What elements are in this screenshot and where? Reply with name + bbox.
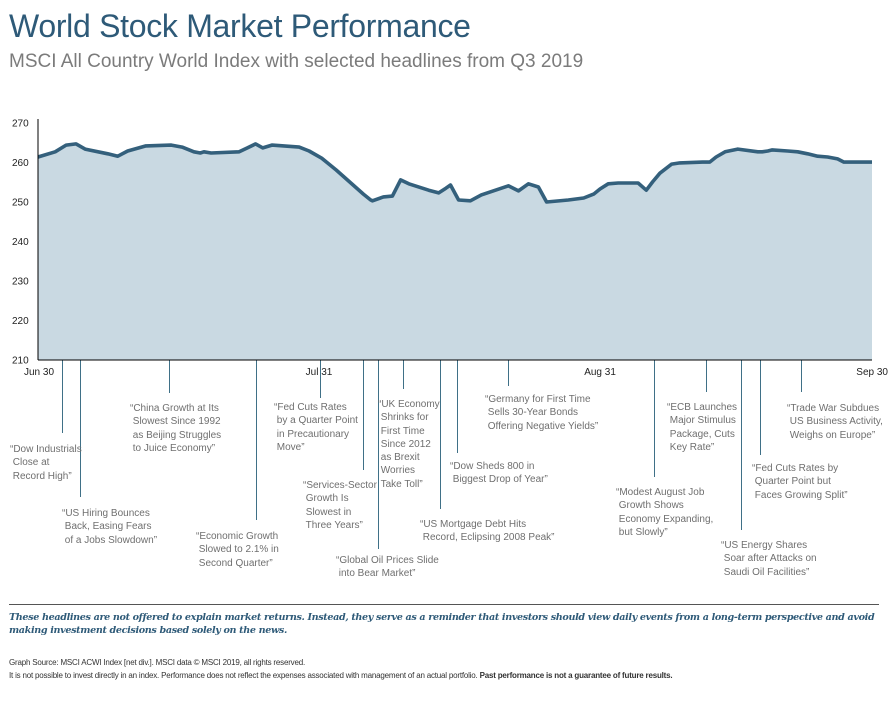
x-tick-label: Aug 31 bbox=[584, 367, 616, 378]
disclaimer-text: These headlines are not offered to expla… bbox=[9, 612, 875, 636]
footer-divider bbox=[9, 604, 879, 605]
headline-annotation: “Economic Growth Slowed to 2.1% in Secon… bbox=[196, 531, 279, 569]
x-tick-label: Sep 30 bbox=[856, 367, 888, 378]
headline-annotation: “China Growth at Its Slowest Since 1992 … bbox=[130, 403, 222, 454]
y-tick-label: 210 bbox=[12, 356, 29, 367]
y-ticks: 210 220 230 240 250 260 270 bbox=[12, 119, 29, 367]
headline-annotation: “Dow Industrials Close at Record High” bbox=[10, 444, 82, 482]
headline-annotation: “Services-Sector Growth Is Slowest in Th… bbox=[303, 480, 377, 531]
index-area-fill bbox=[38, 143, 872, 360]
y-tick-label: 230 bbox=[12, 277, 29, 288]
legal-notice: It is not possible to invest directly in… bbox=[9, 671, 673, 680]
headline-annotation: “Dow Sheds 800 in Biggest Drop of Year” bbox=[450, 461, 548, 486]
headline-annotation: “Trade War Subdues US Business Activity,… bbox=[787, 403, 883, 441]
y-tick-label: 260 bbox=[12, 158, 29, 169]
annotation-leaders bbox=[62, 360, 802, 549]
y-tick-label: 270 bbox=[12, 119, 29, 130]
graph-source: Graph Source: MSCI ACWI Index [net div.]… bbox=[9, 658, 305, 667]
y-tick-label: 220 bbox=[12, 316, 29, 327]
headline-annotation: “US Energy Shares Soar after Attacks on … bbox=[721, 540, 817, 578]
chart-plot: 210 220 230 240 250 260 270 Jun 30 Jul 31 Aug 31… bbox=[12, 119, 888, 549]
headline-annotation: “Fed Cuts Rates by Quarter Point but Fac… bbox=[752, 463, 848, 501]
headline-annotation: “UK Economy Shrinks for First Time Since… bbox=[378, 399, 440, 490]
x-tick-label: Jun 30 bbox=[24, 367, 54, 378]
y-tick-label: 250 bbox=[12, 198, 29, 209]
headline-annotation: “Germany for First Time Sells 30-Year Bo… bbox=[485, 394, 599, 432]
headline-annotation: “Fed Cuts Rates by a Quarter Point in Pr… bbox=[274, 402, 358, 453]
headline-annotation: “US Mortgage Debt Hits Record, Eclipsing… bbox=[420, 519, 555, 544]
chart-title: World Stock Market Performance bbox=[9, 8, 471, 44]
headline-annotation: “Modest August Job Growth Shows Economy … bbox=[616, 487, 714, 538]
headline-annotation: “ECB Launches Major Stimulus Package, Cu… bbox=[667, 402, 738, 453]
legal-plain: It is not possible to invest directly in… bbox=[9, 671, 480, 680]
headline-annotation: “Global Oil Prices Slide into Bear Marke… bbox=[336, 555, 439, 580]
x-ticks: Jun 30 Jul 31 Aug 31 Sep 30 bbox=[24, 367, 888, 378]
y-tick-label: 240 bbox=[12, 237, 29, 248]
legal-bold: Past performance is not a guarantee of f… bbox=[479, 671, 673, 680]
index-line bbox=[37, 142, 872, 204]
chart-subtitle: MSCI All Country World Index with select… bbox=[9, 51, 584, 72]
headline-annotation: “US Hiring Bounces Back, Easing Fears of… bbox=[62, 508, 158, 546]
x-tick-label: Jul 31 bbox=[306, 367, 333, 378]
